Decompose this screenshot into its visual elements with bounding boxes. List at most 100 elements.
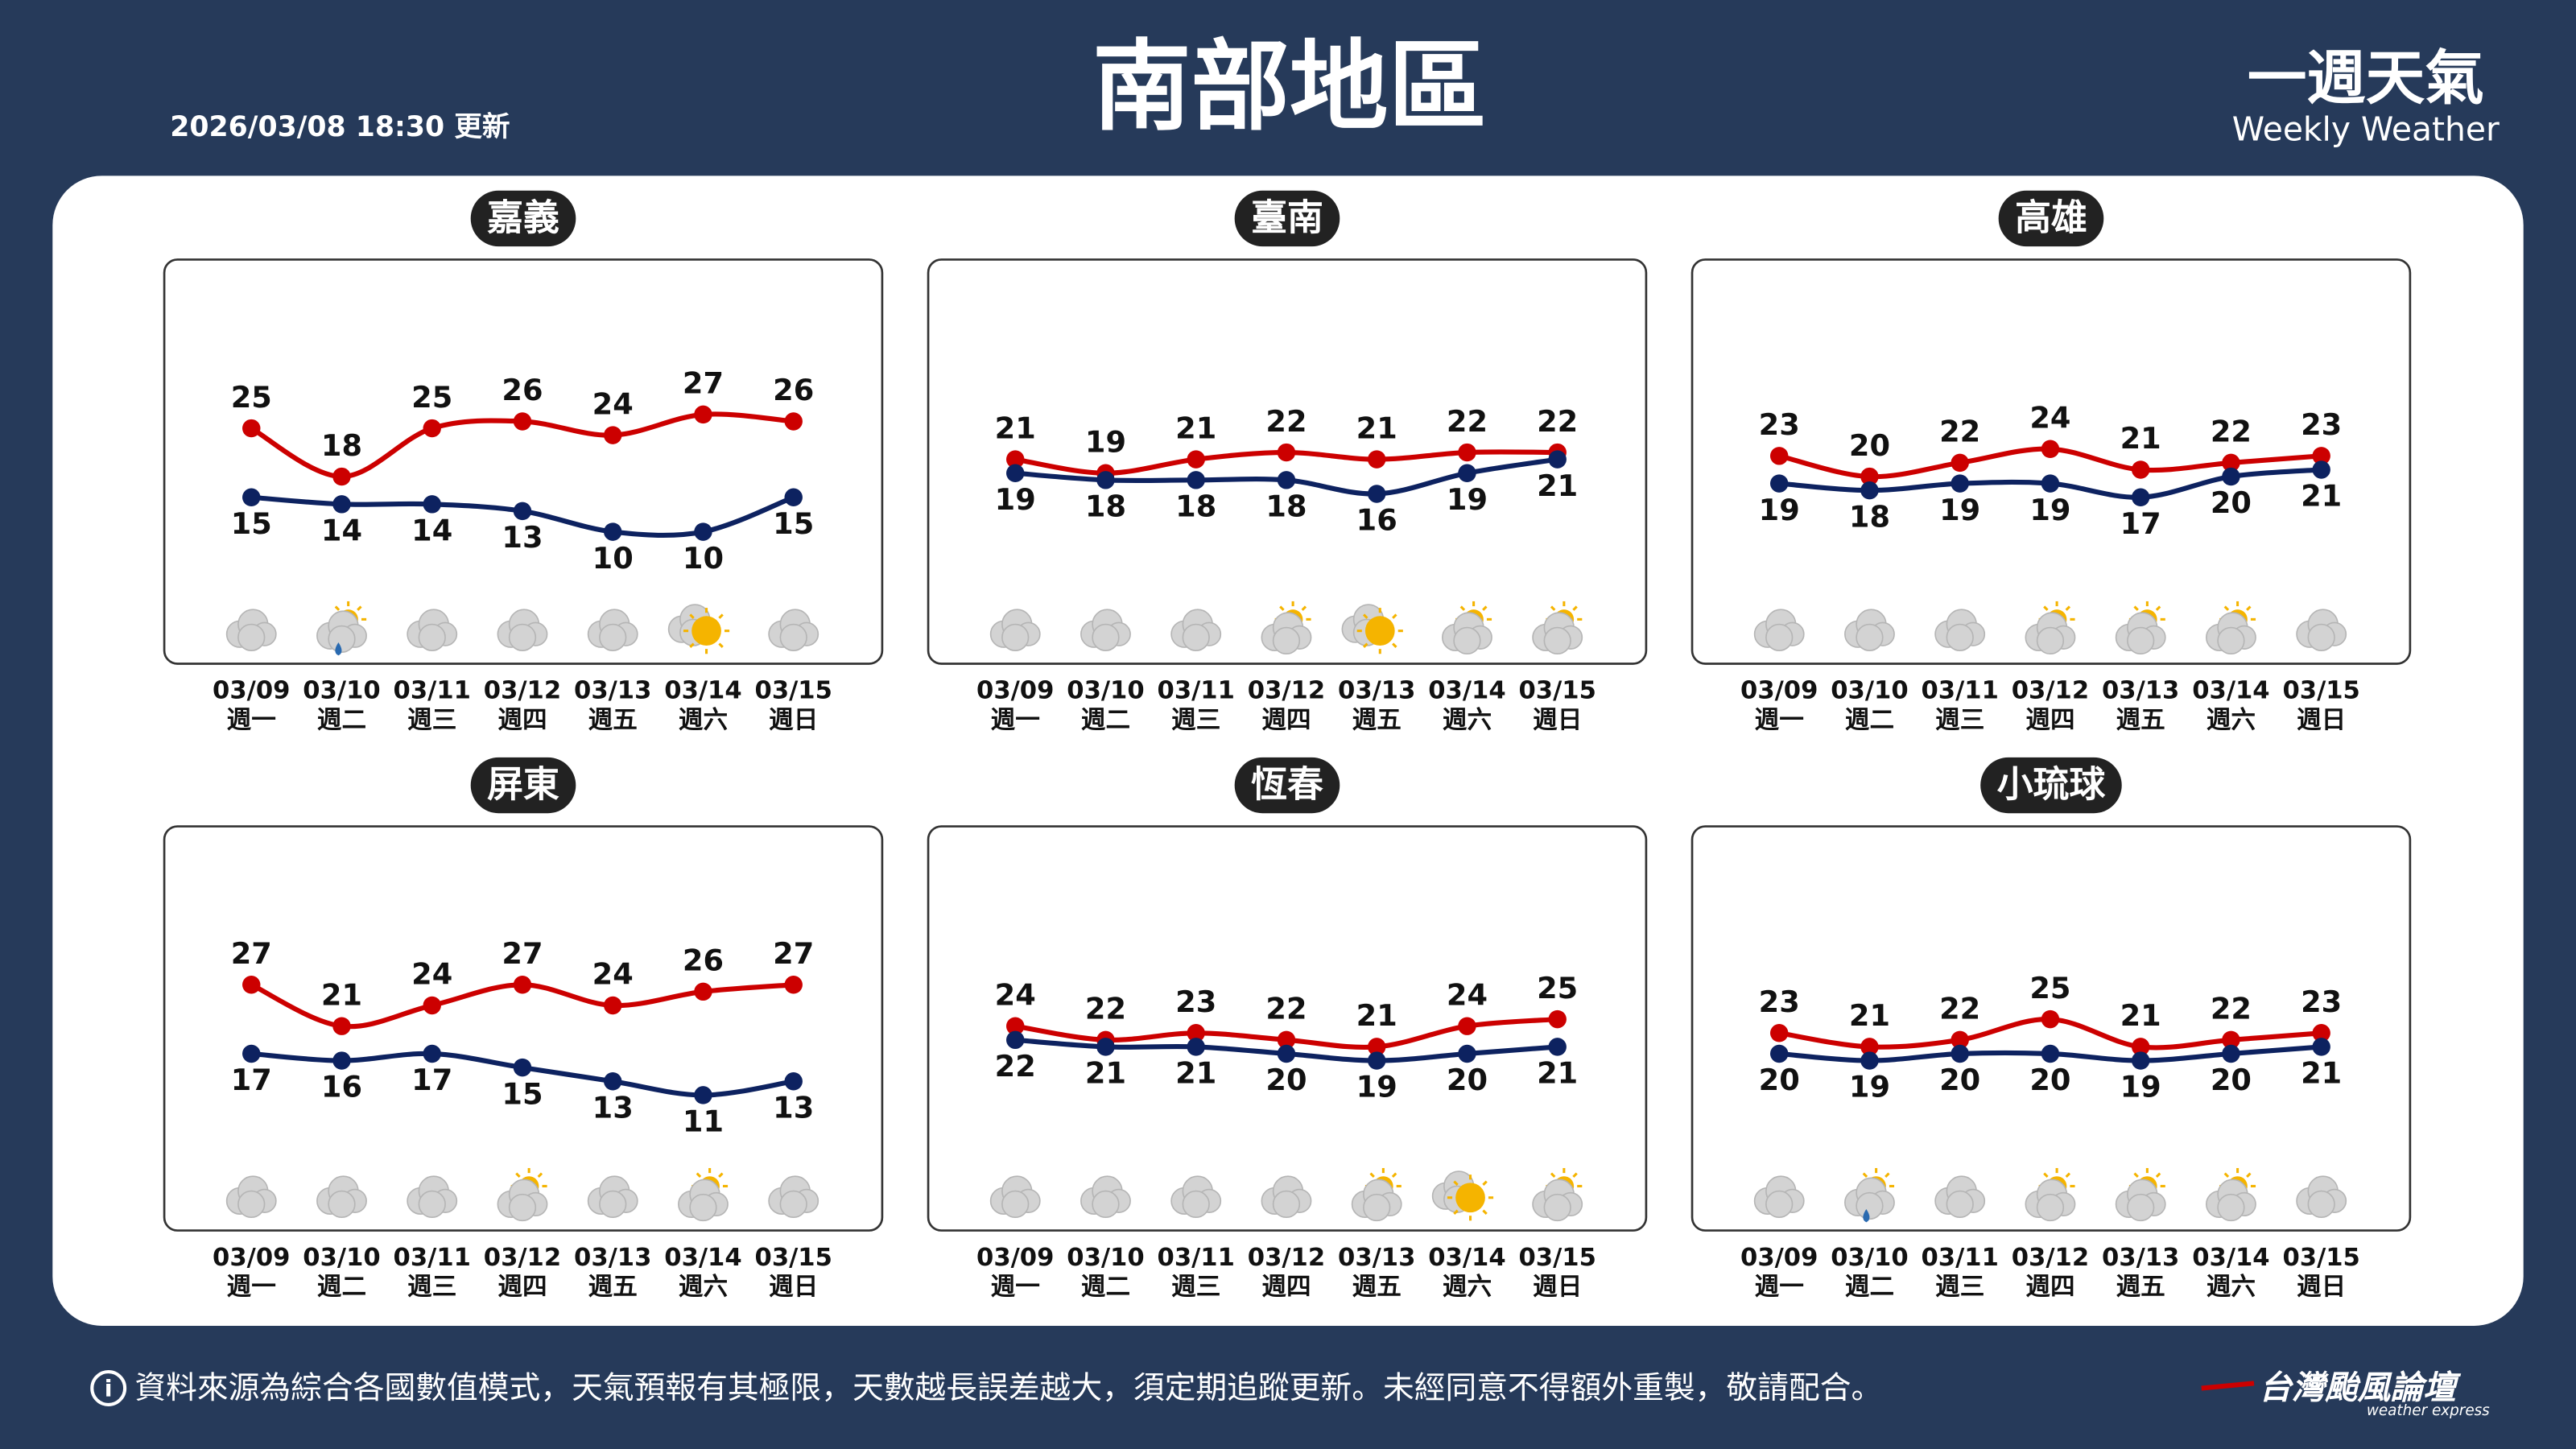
temp-label: 20	[1265, 1063, 1307, 1097]
sun-ray	[1482, 1180, 1488, 1186]
sun-ray	[1453, 1180, 1459, 1186]
temp-point	[1277, 1044, 1296, 1063]
temp-point	[1860, 467, 1879, 486]
temp-point	[1951, 1030, 1969, 1050]
temp-label: 21	[2120, 421, 2161, 456]
temp-label: 21	[2120, 998, 2161, 1033]
temp-label: 23	[1175, 985, 1216, 1019]
cloud-part	[237, 623, 266, 651]
sun-ray	[2043, 605, 2049, 611]
temp-point	[2312, 1038, 2330, 1056]
info-icon-glyph: i	[105, 1375, 113, 1402]
weather-icon	[1934, 609, 1986, 651]
temp-point	[332, 467, 351, 486]
panel-frame	[1690, 825, 2412, 1232]
temp-label: 27	[773, 936, 814, 971]
cloud-part	[1453, 626, 1481, 655]
page-title: 南部地區	[1092, 29, 1487, 144]
temp-label: 23	[1759, 985, 1800, 1019]
sun-ray	[1279, 605, 1285, 611]
panel-title-pill	[470, 757, 576, 814]
x-weekday-label: 週日	[769, 1274, 818, 1302]
temp-point	[1187, 1024, 1205, 1042]
temp-label: 20	[1939, 1063, 1980, 1097]
x-weekday-label: 週日	[1533, 706, 1582, 734]
x-weekday-label: 週六	[2207, 1274, 2256, 1302]
x-weekday-label: 週四	[497, 1274, 547, 1302]
panel-title: 臺南	[1251, 196, 1323, 238]
sun	[1455, 1183, 1485, 1213]
x-weekday-label: 週五	[2116, 706, 2165, 734]
temp-label: 10	[683, 541, 724, 576]
temp-point	[2131, 460, 2150, 479]
temp-label: 27	[231, 936, 272, 971]
footer-brand: 台灣颱風論壇	[2259, 1368, 2462, 1407]
temp-label: 27	[502, 936, 543, 971]
cloud-part	[418, 1190, 446, 1219]
cloud-part	[2127, 626, 2155, 655]
temp-point	[784, 1072, 803, 1091]
temp-label: 14	[321, 514, 362, 548]
temp-point	[1367, 1051, 1386, 1070]
sun-ray	[1482, 1209, 1488, 1216]
x-date-label: 03/11	[394, 1244, 471, 1272]
weather-icon	[1170, 609, 1222, 651]
sun-ray	[2065, 605, 2071, 611]
panel-frame	[927, 258, 1648, 665]
x-date-label: 03/12	[484, 1244, 561, 1272]
temp-label: 19	[2120, 1070, 2161, 1104]
x-date-label: 03/10	[1067, 677, 1144, 705]
x-weekday-label: 週六	[1443, 1274, 1492, 1302]
temp-point	[1458, 464, 1476, 482]
cloud-part	[1182, 623, 1210, 651]
temp-point	[1006, 464, 1025, 482]
sun-ray	[1363, 613, 1368, 619]
temp-label: 17	[231, 1063, 272, 1097]
temp-point	[242, 1044, 261, 1063]
temp-label: 20	[2211, 485, 2252, 520]
x-date-label: 03/10	[303, 1244, 380, 1272]
temp-point	[694, 405, 712, 424]
temp-point	[2041, 1044, 2060, 1063]
temp-label: 22	[1939, 992, 1980, 1026]
weather-icon	[2206, 601, 2256, 655]
cloud-part	[1092, 623, 1120, 651]
temp-point	[1277, 471, 1296, 489]
temp-point	[242, 488, 261, 506]
temp-label: 21	[1537, 469, 1578, 503]
temp-label: 22	[1939, 415, 1980, 449]
temp-point	[2312, 1024, 2330, 1042]
temp-point	[604, 426, 622, 444]
x-date-label: 03/10	[1067, 1244, 1144, 1272]
x-date-label: 03/14	[664, 1244, 741, 1272]
sun-ray	[334, 605, 341, 611]
weather-icon	[2115, 601, 2166, 655]
panel-frame	[163, 825, 884, 1232]
weather-icon	[989, 1175, 1041, 1219]
cloud-part	[2036, 1193, 2065, 1222]
x-weekday-label: 週二	[1845, 706, 1894, 734]
temp-label: 18	[1849, 499, 1890, 534]
panel-frame	[927, 825, 1648, 1232]
temp-point	[1096, 1038, 1115, 1056]
temp-label: 19	[995, 482, 1036, 517]
x-weekday-label: 週五	[2116, 1274, 2165, 1302]
cloud-part	[1765, 623, 1794, 651]
weather-icon	[587, 1175, 638, 1219]
sun-ray	[1550, 605, 1556, 611]
x-date-label: 03/09	[1740, 1244, 1818, 1272]
x-date-label: 03/12	[1248, 1244, 1325, 1272]
temp-label: 22	[1265, 992, 1307, 1026]
weather-icon	[407, 609, 458, 651]
sun-ray	[1392, 642, 1397, 648]
weather-icon	[1532, 601, 1583, 655]
temp-point	[242, 976, 261, 994]
x-date-label: 03/11	[1922, 677, 1999, 705]
temp-label: 17	[2120, 506, 2161, 541]
sun-ray	[1572, 605, 1578, 611]
temp-label: 22	[995, 1049, 1036, 1084]
cloud-part	[1001, 1190, 1030, 1219]
x-weekday-label: 週一	[991, 1274, 1040, 1302]
temp-label: 15	[231, 506, 272, 541]
